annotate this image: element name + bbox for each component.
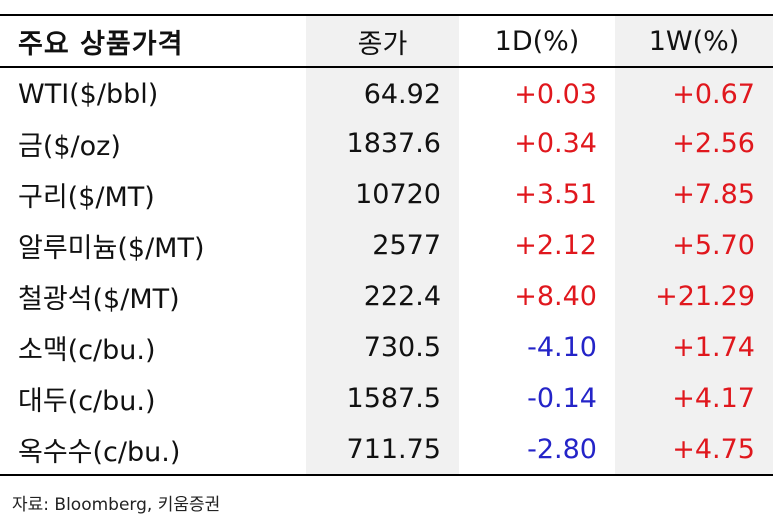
change-1w: +0.67 [615, 67, 773, 118]
commodity-name: 옥수수(c/bu.) [18, 436, 181, 468]
table-row: WTI($/bbl) 64.92 +0.03 +0.67 [0, 67, 773, 118]
table-row: 대두(c/bu.) 1587.5 -0.14 +4.17 [0, 373, 773, 424]
table-row: 철광석($/MT) 222.4 +8.40 +21.29 [0, 271, 773, 322]
header-1d-change: 1D(%) [494, 25, 580, 57]
commodity-name: 금($/oz) [18, 131, 121, 162]
commodity-name: 철광석($/MT) [18, 284, 180, 315]
change-1d: +3.51 [514, 179, 597, 210]
table-row: 옥수수(c/bu.) 711.75 -2.80 +4.75 [0, 424, 773, 475]
header-commodity: 주요 상품가격 [18, 28, 184, 60]
commodity-name: 알루미늄($/MT) [18, 233, 205, 264]
table-row: 소맥(c/bu.) 730.5 -4.10 +1.74 [0, 322, 773, 373]
change-1w: +4.17 [615, 373, 773, 424]
close-price: 711.75 [306, 424, 459, 475]
commodity-price-table: 주요 상품가격 종가 1D(%) 1W(%) WTI($/bbl) 64.92 … [0, 14, 773, 476]
change-1w: +2.56 [615, 118, 773, 169]
close-price: 730.5 [306, 322, 459, 373]
source-note: 자료: Bloomberg, 키움증권 [12, 495, 221, 515]
change-1d: -2.80 [527, 433, 597, 465]
commodity-name: WTI($/bbl) [18, 78, 159, 110]
change-1d: -0.14 [527, 383, 597, 414]
close-price: 2577 [306, 220, 459, 271]
change-1w: +5.70 [615, 220, 773, 271]
commodity-name: 구리($/MT) [18, 182, 155, 213]
table-row: 금($/oz) 1837.6 +0.34 +2.56 [0, 118, 773, 169]
change-1w: +1.74 [615, 322, 773, 373]
close-price: 222.4 [306, 271, 459, 322]
table-row: 알루미늄($/MT) 2577 +2.12 +5.70 [0, 220, 773, 271]
change-1d: -4.10 [527, 332, 597, 363]
close-price: 10720 [306, 169, 459, 220]
table-row: 구리($/MT) 10720 +3.51 +7.85 [0, 169, 773, 220]
change-1d: +0.03 [514, 78, 597, 110]
commodity-price-table-container: 주요 상품가격 종가 1D(%) 1W(%) WTI($/bbl) 64.92 … [0, 14, 773, 476]
change-1w: +7.85 [615, 169, 773, 220]
commodity-name: 소맥(c/bu.) [18, 335, 156, 366]
change-1w: +21.29 [615, 271, 773, 322]
close-price: 64.92 [306, 67, 459, 118]
change-1w: +4.75 [615, 424, 773, 475]
header-close-price: 종가 [306, 15, 459, 67]
change-1d: +8.40 [514, 281, 597, 312]
header-1w-change: 1W(%) [615, 15, 773, 67]
commodity-name: 대두(c/bu.) [18, 386, 156, 417]
table-header-row: 주요 상품가격 종가 1D(%) 1W(%) [0, 15, 773, 67]
close-price: 1587.5 [306, 373, 459, 424]
close-price: 1837.6 [306, 118, 459, 169]
change-1d: +2.12 [514, 230, 597, 261]
change-1d: +0.34 [514, 128, 597, 159]
